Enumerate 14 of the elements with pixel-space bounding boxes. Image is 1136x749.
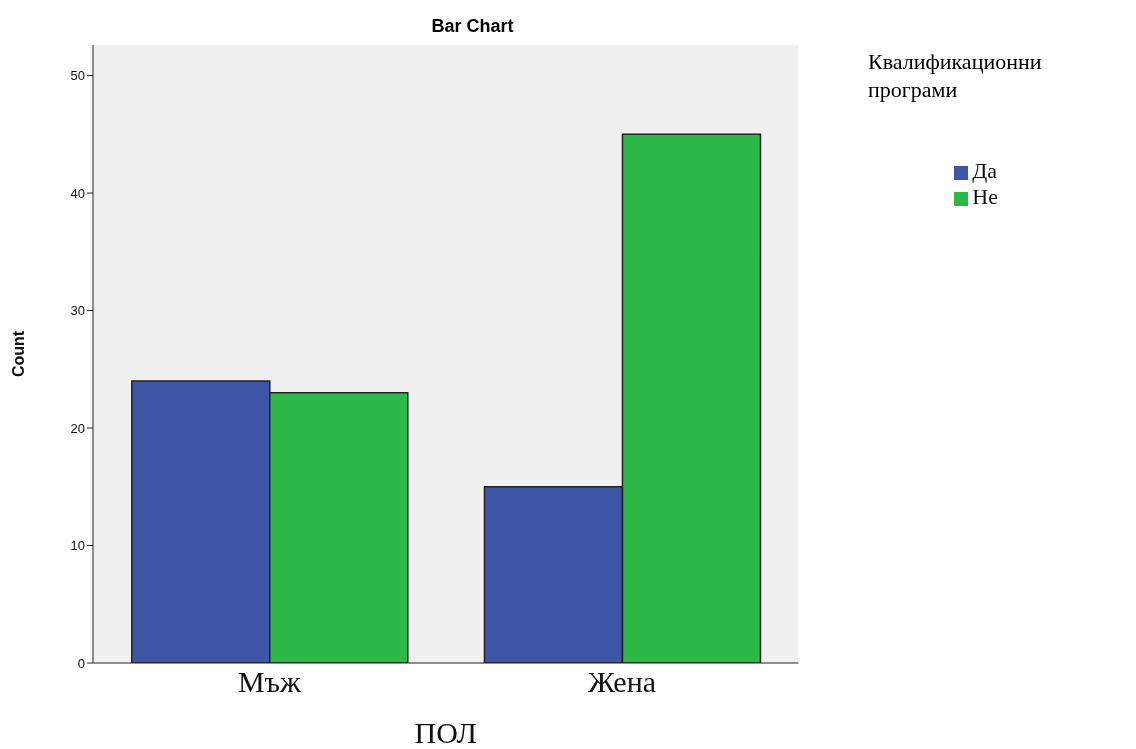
y-tick-label: 0 <box>77 655 85 671</box>
y-tick-label: 10 <box>70 538 85 554</box>
x-tick-label: Мъж <box>237 665 302 699</box>
legend-label: Не <box>972 184 998 209</box>
x-axis-title: ПОЛ <box>414 716 477 749</box>
legend-label: Да <box>972 158 998 183</box>
legend-title: Квалификационни програми <box>868 48 1043 104</box>
y-tick-label: 40 <box>70 185 85 201</box>
chart-title: Bar Chart <box>430 16 515 37</box>
y-tick-label: 50 <box>70 68 85 84</box>
x-tick-label: Жена <box>587 665 657 699</box>
y-axis-title: Count <box>9 330 27 378</box>
y-tick-label: 30 <box>70 303 85 319</box>
y-tick-label: 20 <box>70 420 85 436</box>
